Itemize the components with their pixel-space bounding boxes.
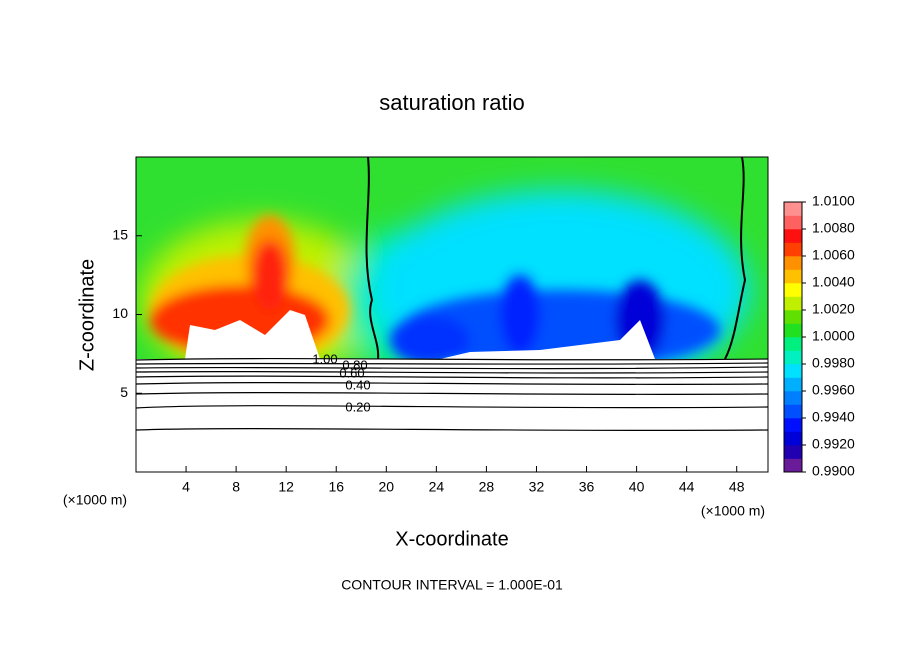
contour-label: 0.60 <box>339 365 364 380</box>
y-tick-label: 15 <box>112 226 128 242</box>
colorbar-tick-label: 0.9980 <box>812 355 855 371</box>
y-tick-label: 10 <box>112 305 128 321</box>
x-tick-label: 8 <box>232 479 240 495</box>
colorbar-bin <box>784 323 802 338</box>
contour-label: 0.20 <box>345 399 370 414</box>
colorbar-bin <box>784 418 802 432</box>
colorbar-bin <box>784 458 802 473</box>
colorbar-bin <box>784 256 802 270</box>
colorbar-bin <box>784 431 802 446</box>
colorbar-bin <box>784 229 802 243</box>
colorbar-bin <box>784 337 802 351</box>
x-tick-label: 44 <box>679 479 695 495</box>
colorbar-tick-label: 0.9960 <box>812 382 855 398</box>
colorbar-tick-label: 1.0020 <box>812 301 855 317</box>
field <box>135 156 769 472</box>
x-tick-label: 24 <box>429 479 445 495</box>
contour-label: 1.00 <box>312 351 337 366</box>
colorbar-bin <box>784 445 802 459</box>
y-axis-label: Z-coordinate <box>76 259 98 371</box>
colorbar-bin <box>784 391 802 405</box>
colorbar-tick-label: 0.9940 <box>812 409 855 425</box>
colorbar-tick-label: 1.0080 <box>812 220 855 236</box>
colorbar-bin <box>784 242 802 257</box>
contour-label: 0.80 <box>342 357 367 372</box>
colorbar-bin <box>784 215 802 230</box>
colorbar-tick-label: 0.9920 <box>812 436 855 452</box>
colorbar-bin <box>784 350 802 365</box>
colorbar-bin <box>784 310 802 324</box>
x-tick-label: 28 <box>479 479 495 495</box>
colorbar-tick-label: 1.0100 <box>812 193 855 209</box>
colorbar-tick-label: 1.0040 <box>812 274 855 290</box>
footnote: CONTOUR INTERVAL = 1.000E-01 <box>341 577 563 593</box>
x-tick-label: 40 <box>629 479 645 495</box>
colorbar-tick-label: 0.9900 <box>812 463 855 479</box>
x-tick-label: 36 <box>579 479 595 495</box>
x-tick-label: 48 <box>729 479 745 495</box>
y-unit: (×1000 m) <box>63 492 127 508</box>
colorbar-bin <box>784 202 802 216</box>
contour-label: 0.40 <box>345 377 370 392</box>
colorbar-bin <box>784 269 802 284</box>
colorbar-bin <box>784 296 802 311</box>
chart-title: saturation ratio <box>379 90 525 115</box>
colorbar-bin <box>784 404 802 419</box>
colorbar-tick-label: 1.0000 <box>812 328 855 344</box>
colorbar-bin <box>784 364 802 378</box>
x-tick-label: 32 <box>529 479 545 495</box>
y-tick-label: 5 <box>120 384 128 400</box>
x-tick-label: 20 <box>379 479 395 495</box>
x-tick-label: 12 <box>278 479 294 495</box>
colorbar-bin <box>784 283 802 297</box>
x-axis-label: X-coordinate <box>395 528 508 550</box>
colorbar-bin <box>784 377 802 392</box>
colorbar-tick-label: 1.0060 <box>812 247 855 263</box>
x-unit: (×1000 m) <box>701 503 765 519</box>
x-tick-label: 16 <box>328 479 344 495</box>
x-tick-label: 4 <box>182 479 190 495</box>
